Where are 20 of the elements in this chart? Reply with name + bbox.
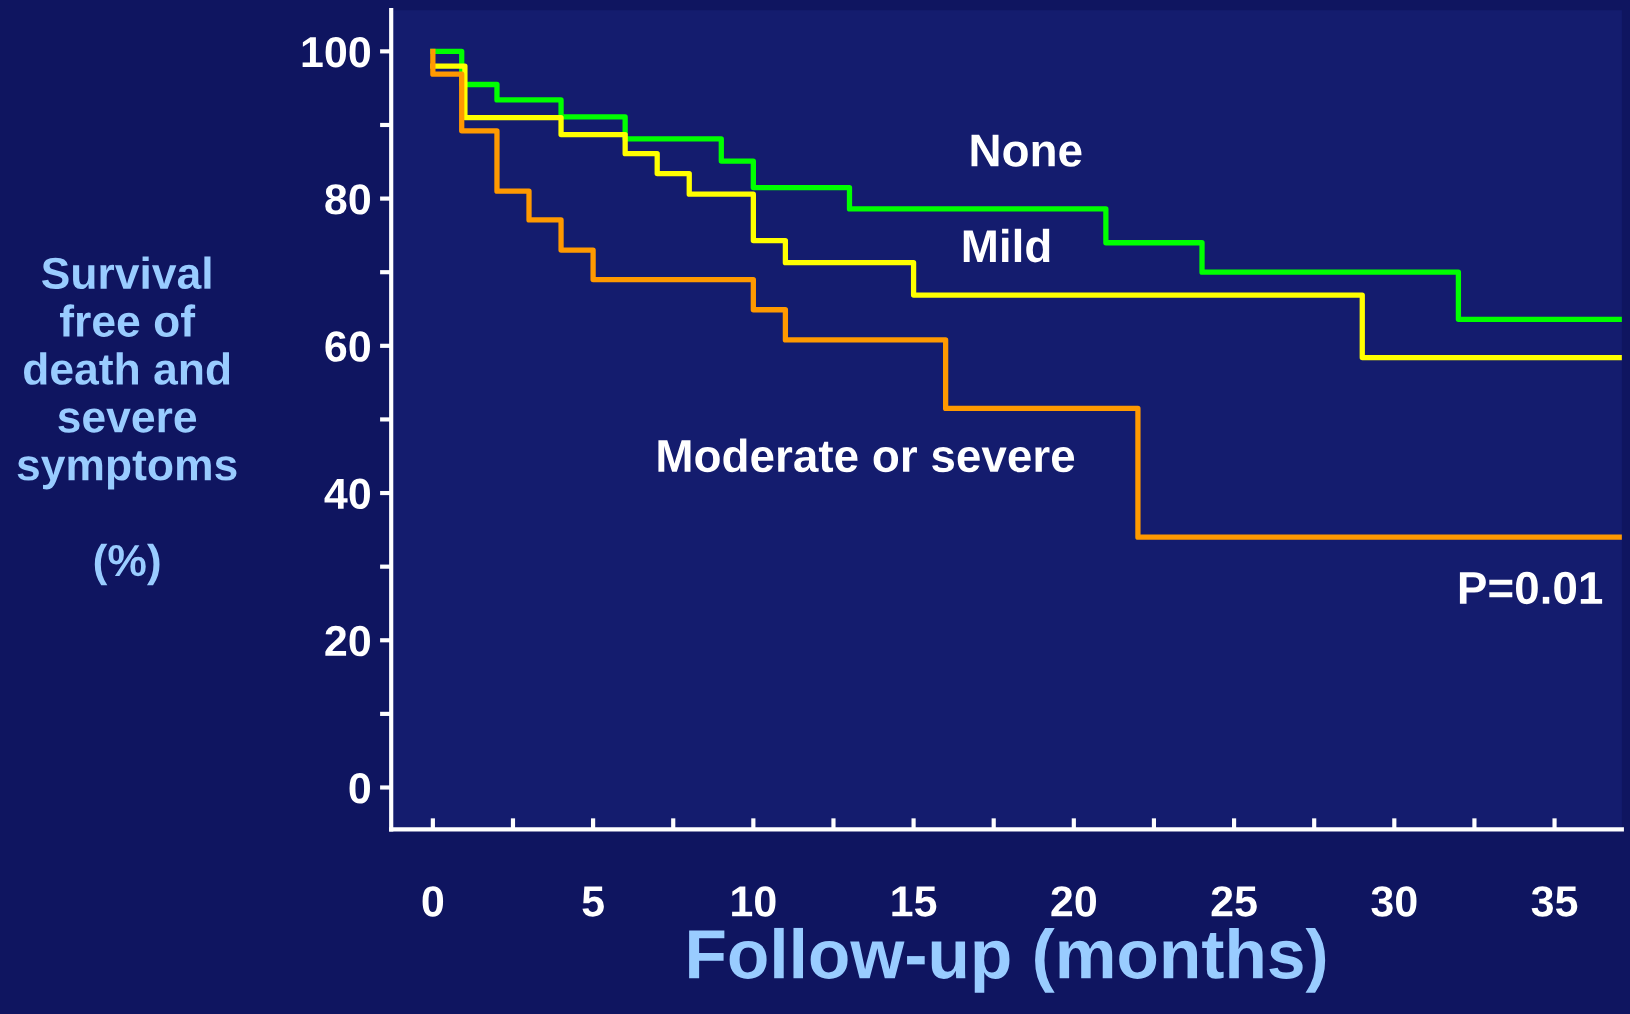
x-axis-title: Follow-up (months) bbox=[689, 927, 1326, 993]
x-tick-label: 0 bbox=[422, 886, 444, 917]
x-tick-label: 15 bbox=[892, 886, 937, 917]
series-label: Mild bbox=[963, 228, 1050, 263]
series-label: None bbox=[971, 134, 1082, 167]
x-tick-label: 5 bbox=[582, 886, 604, 917]
y-tick-label: 100 bbox=[302, 36, 370, 68]
text: Survival free of death and severe symptoms (%) bbox=[17, 256, 237, 586]
x-tick-label: 30 bbox=[1371, 886, 1417, 917]
y-tick-label: 0 bbox=[349, 773, 370, 804]
y-tick-label: 60 bbox=[325, 331, 370, 362]
x-tick-label: 20 bbox=[1051, 886, 1097, 917]
annotation: P=0.01 bbox=[1459, 571, 1603, 605]
y-tick-label: 20 bbox=[325, 625, 370, 657]
series-label: Moderate or severe bbox=[658, 438, 1075, 473]
x-tick-label: 10 bbox=[732, 886, 776, 917]
x-tick-label: 35 bbox=[1531, 886, 1578, 917]
y-tick-label: 40 bbox=[324, 478, 370, 510]
x-tick-label: 25 bbox=[1211, 886, 1257, 917]
y-tick-label: 80 bbox=[325, 184, 370, 215]
